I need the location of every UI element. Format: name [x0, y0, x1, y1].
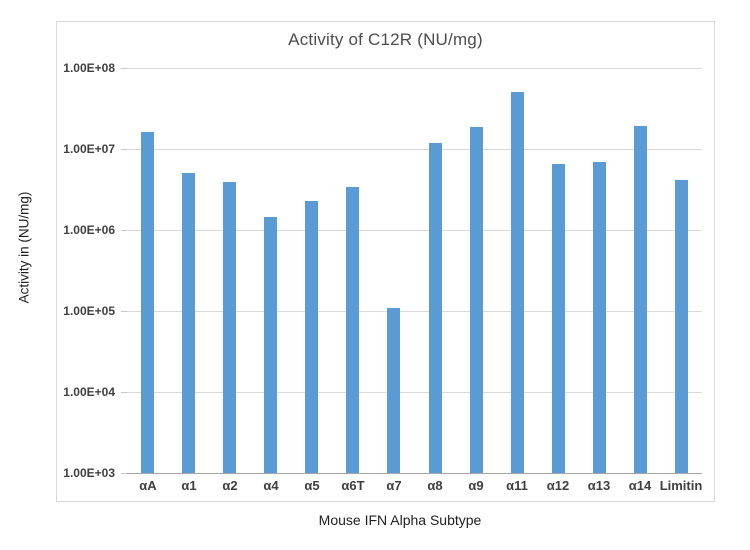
bar-α8 — [429, 143, 442, 473]
y-axis-tick — [121, 230, 127, 231]
bar-α2 — [223, 182, 236, 473]
x-tick-label: α6T — [341, 478, 365, 493]
gridline — [127, 392, 702, 393]
bar-α7 — [387, 308, 400, 473]
y-axis-tick — [121, 311, 127, 312]
y-tick-label: 1.00E+04 — [63, 385, 115, 399]
gridline — [127, 68, 702, 69]
x-tick-label: α11 — [506, 478, 528, 493]
bar-α6T — [346, 187, 359, 473]
bar-α11 — [511, 92, 524, 473]
bar-α12 — [552, 164, 565, 473]
bar-αA — [141, 132, 154, 473]
y-tick-label: 1.00E+05 — [63, 304, 115, 318]
x-tick-label: α8 — [427, 478, 443, 493]
y-tick-label: 1.00E+07 — [63, 142, 115, 156]
x-tick-label: α9 — [468, 478, 484, 493]
y-tick-label: 1.00E+06 — [63, 223, 115, 237]
x-axis-line — [127, 473, 702, 474]
x-tick-label: α12 — [546, 478, 570, 493]
x-tick-label: α7 — [386, 478, 402, 493]
y-axis-tick — [121, 68, 127, 69]
plot-area — [127, 68, 702, 474]
y-axis-tick — [121, 149, 127, 150]
y-axis-title: Activity in (NU/mg) — [16, 191, 32, 304]
chart-title: Activity of C12R (NU/mg) — [288, 30, 483, 49]
bar-α14 — [634, 126, 647, 473]
bar-α4 — [264, 217, 277, 473]
gridline — [127, 230, 702, 231]
gridline — [127, 149, 702, 150]
y-tick-label: 1.00E+08 — [63, 61, 115, 75]
y-axis-tick — [121, 473, 127, 474]
x-axis-title: Mouse IFN Alpha Subtype — [318, 512, 482, 528]
x-tick-label: α5 — [304, 478, 320, 493]
bar-α13 — [593, 162, 606, 473]
y-axis-tick — [121, 392, 127, 393]
bar-α9 — [470, 127, 483, 473]
bar-Limitin — [675, 180, 688, 473]
bar-α5 — [305, 201, 318, 473]
x-tick-label: α13 — [587, 478, 611, 493]
x-tick-label: α1 — [181, 478, 197, 493]
x-tick-label: α4 — [263, 478, 279, 493]
gridline — [127, 311, 702, 312]
x-tick-label: Limitin — [659, 478, 703, 493]
bar-α1 — [182, 173, 195, 473]
x-tick-label: α2 — [222, 478, 238, 493]
y-tick-label: 1.00E+03 — [63, 466, 115, 480]
x-tick-label: α14 — [628, 478, 652, 493]
x-tick-label: αA — [139, 478, 157, 493]
